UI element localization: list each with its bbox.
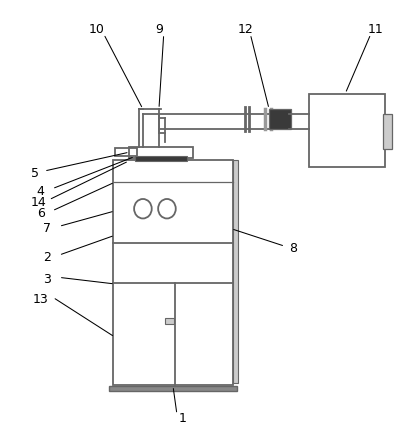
Bar [382,114,391,149]
Text: 3: 3 [43,273,51,286]
Text: 6: 6 [37,206,45,220]
Bar [113,160,233,385]
Text: 13: 13 [33,293,49,306]
Bar [268,109,290,129]
Bar [115,148,137,156]
Text: 10: 10 [89,23,105,36]
Text: 8: 8 [288,242,296,255]
Bar [129,147,192,158]
Text: 9: 9 [155,23,162,36]
Bar [308,94,384,166]
Bar [135,155,186,161]
Bar [109,386,237,391]
Text: 5: 5 [30,167,38,180]
Text: 2: 2 [43,251,51,264]
Bar [164,318,173,324]
Text: 7: 7 [43,222,51,235]
Text: 14: 14 [31,196,47,209]
Text: 4: 4 [37,185,45,198]
Text: 11: 11 [367,23,382,36]
Bar [233,160,237,383]
Text: 1: 1 [178,412,186,425]
Text: 12: 12 [237,23,252,36]
